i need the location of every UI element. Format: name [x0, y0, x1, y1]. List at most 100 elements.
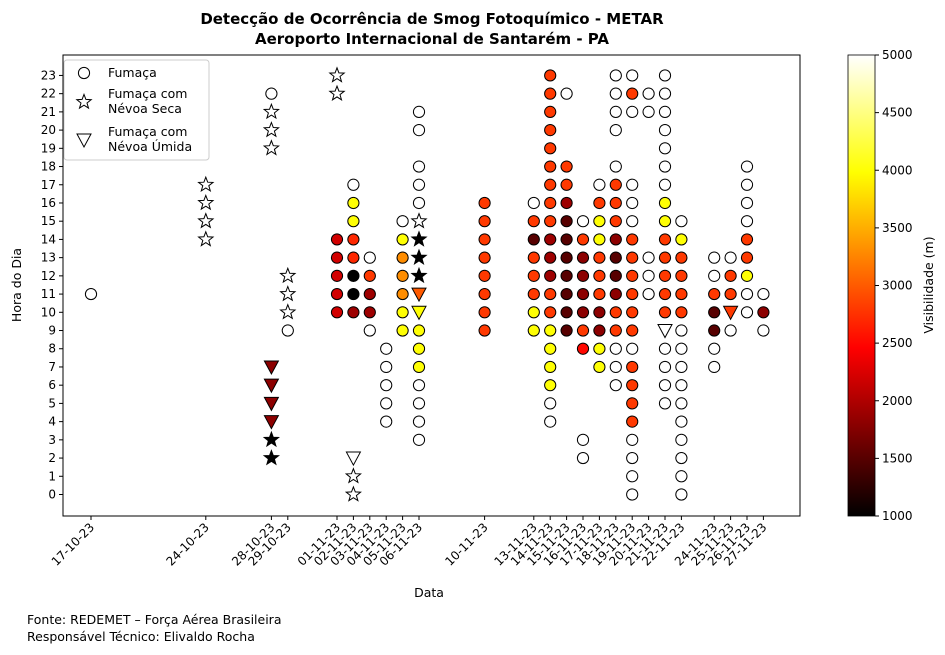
data-point: [544, 415, 557, 428]
data-point: [675, 379, 688, 392]
y-tick-label: 19: [41, 141, 56, 155]
data-point: [396, 251, 409, 264]
data-point: [657, 324, 673, 339]
data-point: [609, 233, 622, 246]
data-point: [658, 379, 672, 392]
data-point: [281, 324, 294, 337]
data-point: [412, 105, 426, 118]
colorbar-tick-label: 4500: [882, 106, 913, 120]
data-point: [328, 84, 346, 101]
data-point: [279, 285, 297, 302]
data-point: [609, 269, 622, 282]
data-point: [626, 324, 639, 337]
data-point: [396, 233, 409, 246]
y-tick-label: 6: [48, 378, 56, 392]
data-point: [675, 342, 688, 355]
data-point: [478, 324, 491, 337]
data-point: [740, 215, 754, 228]
y-tick-label: 20: [41, 123, 56, 137]
colorbar-tick-label: 3000: [882, 279, 913, 293]
data-point: [658, 269, 672, 282]
colorbar-tick-label: 2000: [882, 394, 913, 408]
data-point: [330, 233, 344, 246]
data-point: [263, 415, 280, 430]
y-tick-label: 1: [48, 469, 56, 483]
data-point: [197, 230, 215, 247]
y-tick-label: 2: [48, 451, 56, 465]
data-point: [740, 287, 754, 301]
data-point: [626, 87, 639, 100]
data-point: [412, 160, 426, 173]
data-point: [609, 178, 622, 191]
data-point: [609, 306, 622, 319]
data-point: [708, 360, 721, 374]
data-point: [675, 251, 688, 264]
data-point: [412, 433, 426, 446]
data-point: [344, 485, 362, 502]
data-point: [609, 251, 622, 264]
data-point: [560, 87, 573, 100]
data-point: [263, 360, 280, 376]
data-point: [410, 212, 428, 229]
data-point: [658, 87, 672, 100]
y-tick-label: 8: [48, 342, 56, 356]
data-point: [740, 233, 754, 246]
data-point: [560, 233, 573, 246]
data-point: [410, 266, 428, 284]
data-point: [675, 470, 688, 483]
data-point: [722, 305, 739, 321]
data-point: [658, 215, 672, 228]
data-point: [658, 69, 672, 82]
data-point: [740, 306, 754, 319]
data-point: [262, 139, 280, 156]
data-point: [560, 160, 573, 173]
data-point: [344, 467, 362, 484]
colorbar-tick-label: 5000: [882, 48, 913, 62]
data-point: [544, 105, 557, 118]
data-point: [658, 233, 672, 246]
data-point: [626, 196, 639, 210]
legend-box: [63, 59, 210, 161]
y-tick-label: 11: [41, 287, 56, 301]
data-point: [412, 360, 426, 374]
data-point: [724, 269, 737, 282]
data-point: [396, 324, 409, 337]
data-point: [658, 342, 672, 355]
data-point: [609, 379, 622, 392]
y-tick-label: 22: [41, 87, 56, 101]
y-tick-label: 18: [41, 160, 56, 174]
colorbar-tick-label: 2500: [882, 336, 913, 350]
data-point: [560, 269, 573, 282]
data-point: [544, 233, 557, 246]
data-point: [347, 306, 360, 319]
data-point: [347, 233, 360, 246]
data-point: [576, 451, 590, 465]
data-point: [576, 233, 590, 246]
data-point: [412, 397, 426, 410]
data-point: [560, 306, 573, 319]
data-point: [593, 324, 606, 337]
data-point: [527, 269, 540, 282]
data-point: [658, 160, 672, 173]
data-point: [84, 287, 98, 301]
data-point: [740, 178, 754, 191]
data-point: [626, 178, 639, 191]
data-point: [576, 306, 590, 319]
data-point: [642, 87, 655, 100]
data-point: [330, 287, 344, 301]
data-point: [412, 342, 426, 355]
data-point: [675, 269, 688, 282]
data-point: [757, 287, 770, 301]
data-point: [478, 233, 491, 246]
colorbar-tick-label: 1000: [882, 509, 913, 523]
data-point: [527, 233, 540, 246]
data-point: [380, 415, 393, 428]
data-point: [626, 269, 639, 282]
colorbar-label: Visibilidade (m): [921, 236, 936, 333]
data-point: [642, 287, 655, 301]
data-point: [412, 178, 426, 191]
colorbar-tick-label: 3500: [882, 221, 913, 235]
y-tick-label: 7: [48, 360, 56, 374]
data-point: [478, 215, 491, 228]
